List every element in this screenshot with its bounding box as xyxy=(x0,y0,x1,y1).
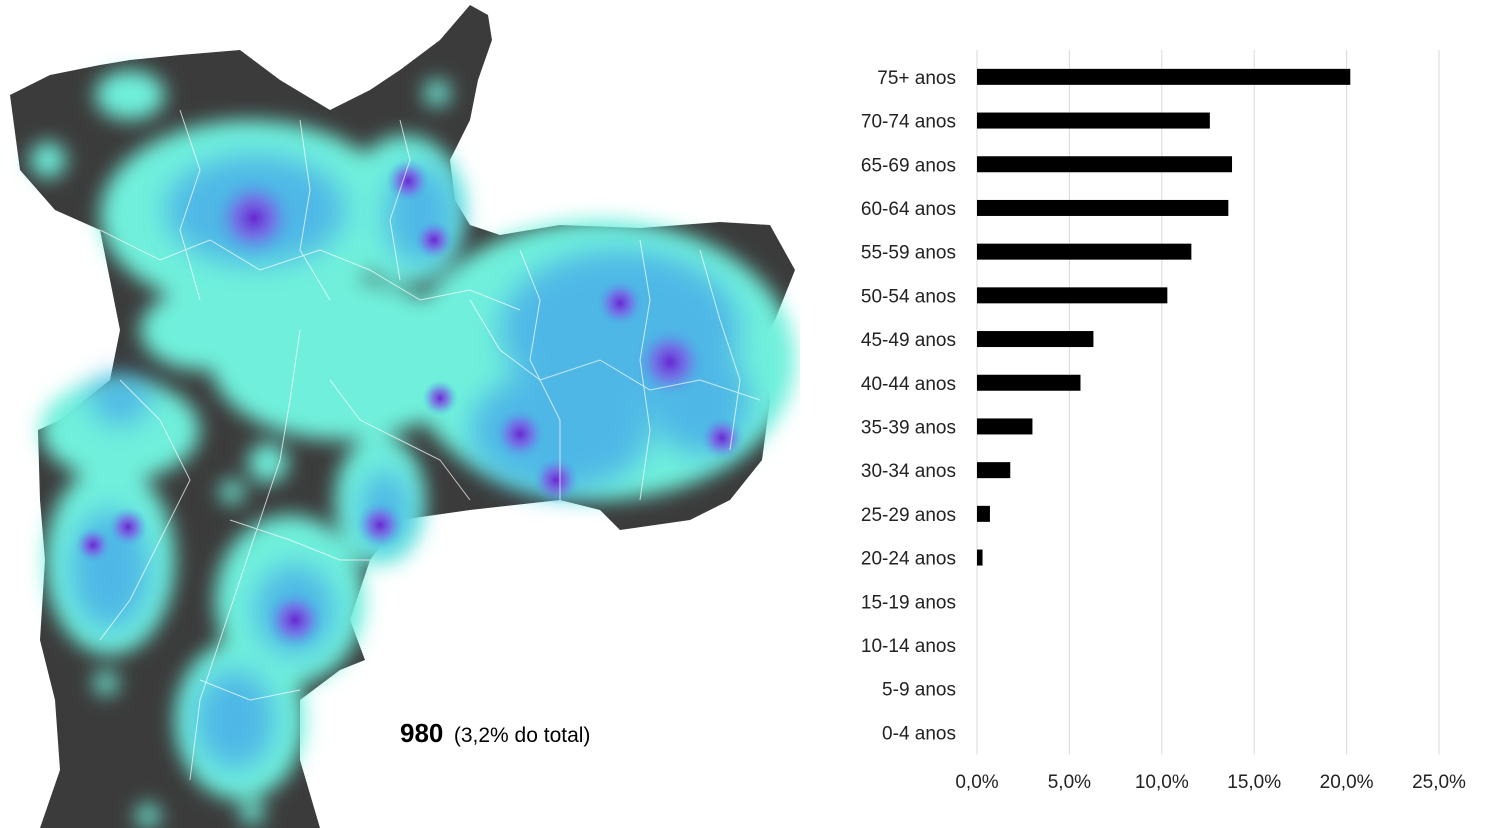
bar xyxy=(977,505,990,522)
bar-chart-svg: 0,0% 5,0% 10,0% 15,0% 20,0% 25,0% 75+ anos 70-7… xyxy=(861,50,1466,793)
category-label: 50-54 anos xyxy=(861,286,956,307)
district-borders xyxy=(99,109,761,781)
category-label: 30-34 anos xyxy=(861,461,956,482)
total-share: (3,2% do total) xyxy=(453,724,591,747)
heatmap-map: 980 (3,2% do total) xyxy=(10,5,795,828)
category-label: 60-64 anos xyxy=(861,199,956,220)
x-tick-label: 5,0% xyxy=(1048,772,1091,793)
category-label: 75+ anos xyxy=(877,68,956,89)
category-label: 0-4 anos xyxy=(882,723,956,744)
category-label: 25-29 anos xyxy=(861,505,956,526)
category-label: 40-44 anos xyxy=(861,374,956,395)
bar xyxy=(977,287,1168,304)
bar xyxy=(977,156,1233,173)
bar xyxy=(977,243,1192,260)
category-label: 5-9 anos xyxy=(882,680,956,701)
x-tick-label: 0,0% xyxy=(955,772,998,793)
bar xyxy=(977,374,1081,391)
bar xyxy=(977,418,1033,435)
category-label: 55-59 anos xyxy=(861,243,956,264)
bar xyxy=(977,199,1229,216)
city-heatmap xyxy=(10,5,795,828)
age-bar-chart: 0,0% 5,0% 10,0% 15,0% 20,0% 25,0% 75+ anos 70-7… xyxy=(820,40,1500,828)
x-tick-label: 25,0% xyxy=(1412,772,1466,793)
x-tick-label: 15,0% xyxy=(1227,772,1281,793)
x-tick-label: 20,0% xyxy=(1320,772,1374,793)
category-label: 70-74 anos xyxy=(861,112,956,133)
total-caption: 980 (3,2% do total) xyxy=(400,718,590,749)
category-label: 45-49 anos xyxy=(861,330,956,351)
total-count: 980 xyxy=(400,718,444,748)
bar xyxy=(977,331,1094,348)
bar xyxy=(977,462,1011,479)
bar xyxy=(977,549,983,566)
category-label: 15-19 anos xyxy=(861,592,956,613)
category-label: 35-39 anos xyxy=(861,417,956,438)
bar xyxy=(977,112,1210,129)
x-tick-label: 10,0% xyxy=(1135,772,1189,793)
category-label: 10-14 anos xyxy=(861,636,956,657)
category-label: 65-69 anos xyxy=(861,155,956,176)
bar xyxy=(977,68,1351,85)
category-label: 20-24 anos xyxy=(861,549,956,570)
